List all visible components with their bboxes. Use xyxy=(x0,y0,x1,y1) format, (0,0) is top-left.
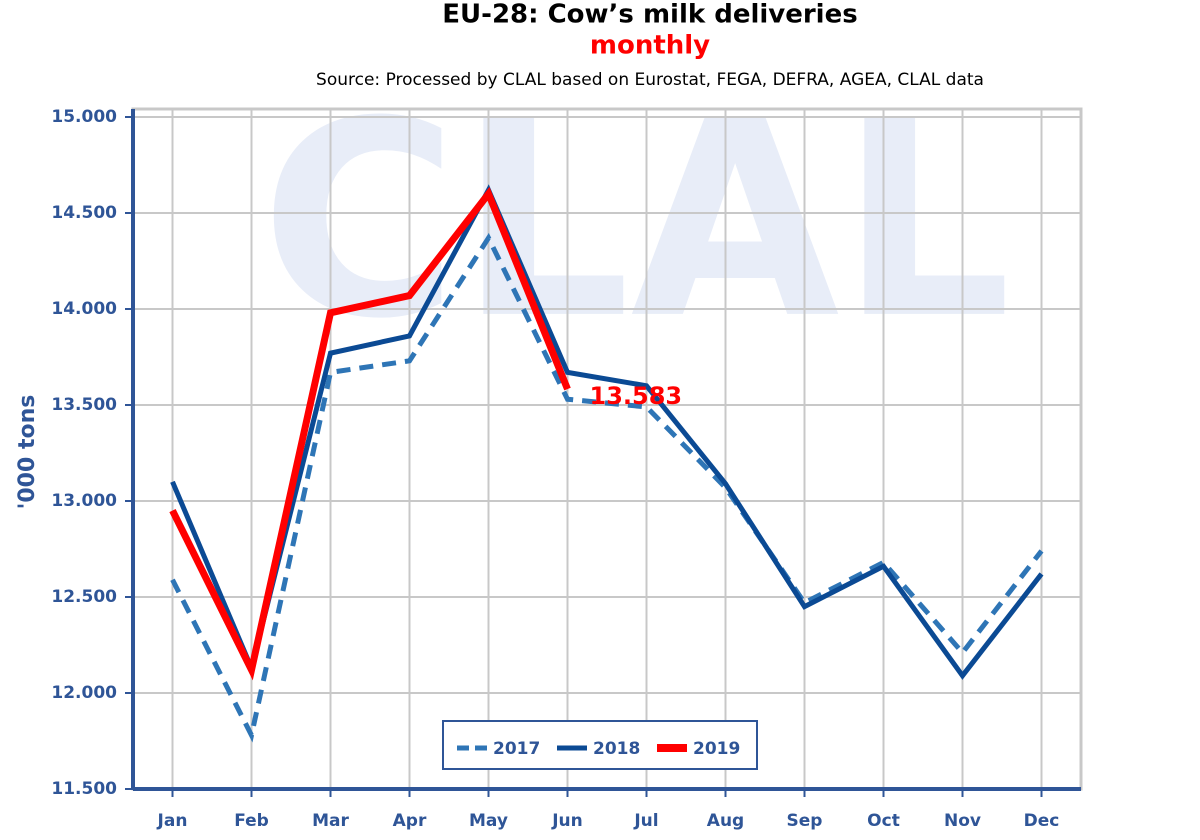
x-tick-label: Apr xyxy=(393,811,427,831)
x-tick-label: Jan xyxy=(157,811,188,831)
y-tick-label: 14.000 xyxy=(51,299,117,319)
y-tick-label: 11.500 xyxy=(51,779,117,799)
watermark: CLAL xyxy=(260,63,1011,378)
y-tick-label: 13.500 xyxy=(51,395,117,415)
y-tick-label: 15.000 xyxy=(51,107,117,127)
legend-box xyxy=(442,720,758,770)
y-tick-label: 13.000 xyxy=(51,491,117,511)
x-tick-label: Aug xyxy=(707,811,744,831)
line-0 xyxy=(170,232,1044,743)
x-tick-label: Mar xyxy=(312,811,349,831)
y-tick-label: 12.500 xyxy=(51,587,117,607)
chart-title: EU-28: Cow’s milk deliveries xyxy=(442,0,857,30)
x-tick-label: May xyxy=(469,811,508,831)
legend-label: 2019 xyxy=(693,739,740,759)
x-tick-label: Jun xyxy=(551,811,583,831)
x-tick-label: Dec xyxy=(1024,811,1060,831)
legend-label: 2018 xyxy=(593,739,640,759)
line-1 xyxy=(170,184,1044,680)
legend-label: 2017 xyxy=(493,739,540,759)
data-label: 13.583 xyxy=(590,382,683,410)
y-tick-label: 12.000 xyxy=(51,683,117,703)
x-tick-label: Nov xyxy=(944,811,981,831)
chart-subtitle: monthly xyxy=(590,31,710,61)
x-tick-label: Feb xyxy=(234,811,269,831)
line-2 xyxy=(169,186,571,681)
source: Source: Processed by CLAL based on Euros… xyxy=(316,70,984,90)
x-tick-label: Jul xyxy=(633,811,658,831)
x-tick-label: Sep xyxy=(787,811,823,831)
y-axis-label: '000 tons xyxy=(15,395,40,510)
y-tick-label: 14.500 xyxy=(51,203,117,223)
x-tick-label: Oct xyxy=(867,811,900,831)
